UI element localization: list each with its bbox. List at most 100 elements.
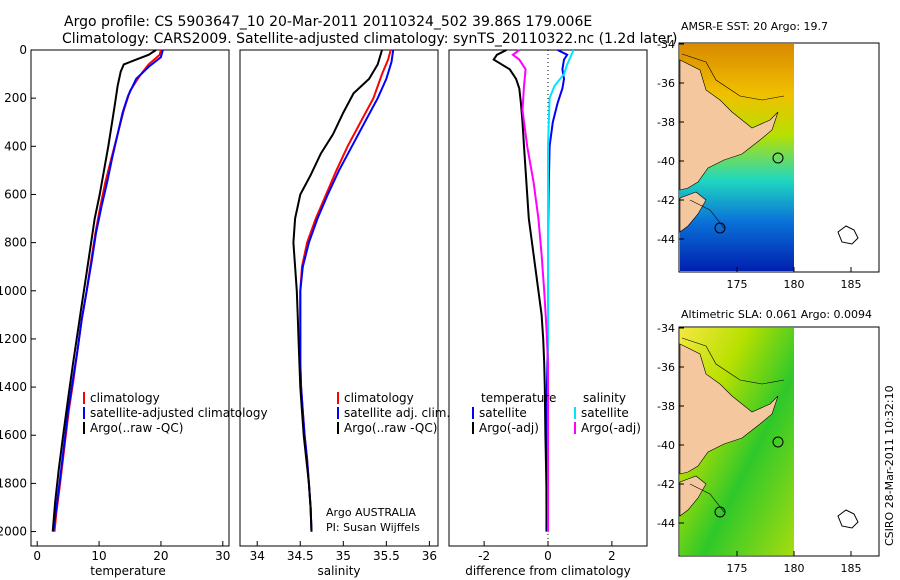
map-x-tick-label: 180 xyxy=(784,278,805,291)
temperature-x-label: temperature xyxy=(90,564,165,578)
temperature-legend: climatology satellite-adjusted climatolo… xyxy=(83,391,268,435)
map-y-tick-label: -38 xyxy=(657,116,675,129)
x-tick-label: 0 xyxy=(33,549,41,563)
difference-legend: temperature satellite Argo(-adj) salinit… xyxy=(472,391,641,435)
salinity-legend: climatology satellite adj. clim. Argo(..… xyxy=(337,391,450,435)
y-tick-label: 1600 xyxy=(0,428,27,442)
x-tick-label: 34.5 xyxy=(287,549,314,563)
series-line-satellite-adjusted-climatology xyxy=(52,49,164,532)
depth-y-ticks: 0 200 400 600 800 1000 1200 1400 1600 1800 2000 xyxy=(0,43,36,539)
series-line-climatology xyxy=(299,49,392,532)
legend-label-climatology: climatology xyxy=(344,391,414,405)
sst-contour xyxy=(681,53,785,229)
map-y-tick-label: -34 xyxy=(657,38,675,51)
x-tick-label: 34 xyxy=(250,549,265,563)
sla-map-title: Altimetric SLA: 0.061 Argo: 0.0094 xyxy=(681,308,872,321)
map-x-tick-label: 185 xyxy=(841,562,862,575)
x-tick-label: 35.5 xyxy=(373,549,400,563)
map-x-tick-label: 175 xyxy=(727,562,748,575)
difference-series-group xyxy=(492,49,575,546)
series-line-temperature-argo-adj- xyxy=(492,49,549,532)
salinity-x-ticks: 34 34.5 35 35.5 36 xyxy=(250,541,437,563)
temperature-axes-frame xyxy=(30,49,230,547)
difference-panel: -2 0 2 difference from climatology tempera… xyxy=(448,49,648,578)
series-line-argo-raw-qc- xyxy=(292,49,383,532)
map-y-tick-label: -40 xyxy=(657,439,675,452)
north-island-land xyxy=(679,59,779,191)
sla-map-panel: Altimetric SLA: 0.061 Argo: 0.0094 -34-3… xyxy=(657,308,880,575)
map-y-tick-label: -34 xyxy=(657,322,675,335)
x-tick-label: 2 xyxy=(608,549,616,563)
argo-credit-line1: Argo AUSTRALIA xyxy=(326,506,416,519)
y-tick-label: 1400 xyxy=(0,380,27,394)
csiro-timestamp: CSIRO 28-Mar-2011 10:32:10 xyxy=(883,385,896,546)
map-y-tick-label: -42 xyxy=(657,194,675,207)
legend-label-sal-argo: Argo(-adj) xyxy=(581,421,641,435)
south-island-land xyxy=(679,475,707,517)
x-tick-label: 10 xyxy=(91,549,106,563)
legend-label-climatology: climatology xyxy=(90,391,160,405)
eddy-marker xyxy=(714,506,726,518)
legend-label-temp-argo: Argo(-adj) xyxy=(479,421,539,435)
map-y-tick-label: -36 xyxy=(657,361,675,374)
series-line-climatology xyxy=(53,49,162,532)
temperature-series-group xyxy=(51,49,164,532)
series-line-satellite-adj-clim- xyxy=(299,49,395,532)
x-tick-label: 0 xyxy=(544,549,552,563)
argo-credit-line2: PI: Susan Wijffels xyxy=(326,521,420,534)
x-tick-label: -2 xyxy=(478,549,490,563)
salinity-axes-frame xyxy=(239,49,439,547)
difference-x-label: difference from climatology xyxy=(465,564,631,578)
figure-title-line1: Argo profile: CS 5903647_10 20-Mar-2011 … xyxy=(64,14,592,30)
map-y-tick-label: -38 xyxy=(657,400,675,413)
y-tick-label: 1200 xyxy=(0,332,27,346)
legend-label-temp-satellite: satellite xyxy=(479,406,527,420)
argo-position-marker xyxy=(772,436,784,448)
map-y-tick-label: -42 xyxy=(657,478,675,491)
salinity-panel: 34 34.5 35 35.5 36 salinity climatology sate… xyxy=(239,49,450,578)
north-island-land xyxy=(679,343,779,475)
legend-title-temperature: temperature xyxy=(481,391,556,405)
temperature-x-ticks: 0 10 20 30 xyxy=(33,541,230,563)
legend-title-salinity: salinity xyxy=(583,391,626,405)
map-y-tick-label: -36 xyxy=(657,77,675,90)
y-tick-label: 1800 xyxy=(0,476,27,490)
legend-label-argo: Argo(..raw -QC) xyxy=(344,421,437,435)
series-line-argo-raw-qc- xyxy=(51,49,157,532)
y-tick-label: 400 xyxy=(4,139,27,153)
temperature-panel: 0 10 20 30 0 200 400 600 800 1000 1200 1400 1600 180… xyxy=(0,43,268,578)
map-x-tick-label: 175 xyxy=(727,278,748,291)
map-y-tick-label: -44 xyxy=(657,517,675,530)
sla-contour xyxy=(681,337,785,513)
salinity-series-group xyxy=(292,49,395,532)
map-x-tick-label: 185 xyxy=(841,278,862,291)
argo-position-marker xyxy=(772,152,784,164)
sst-map-title: AMSR-E SST: 20 Argo: 19.7 xyxy=(681,20,828,33)
south-island-land xyxy=(679,191,707,233)
figure-title-line2: Climatology: CARS2009. Satellite-adjuste… xyxy=(62,31,677,47)
map-y-tick-label: -44 xyxy=(657,233,675,246)
legend-label-argo: Argo(..raw -QC) xyxy=(90,421,183,435)
x-tick-label: 20 xyxy=(153,549,168,563)
y-tick-label: 1000 xyxy=(0,284,27,298)
chatham-island-outline xyxy=(837,509,859,529)
x-tick-label: 30 xyxy=(215,549,230,563)
sst-y-ticks: -34 -36 -38 -40 -42 -44 xyxy=(657,38,684,246)
legend-label-satellite: satellite adj. clim. xyxy=(344,406,450,420)
salinity-x-label: salinity xyxy=(317,564,360,578)
y-tick-label: 600 xyxy=(4,187,27,201)
sla-y-ticks: -34 -36 -38 -40 -42 -44 xyxy=(657,322,684,530)
series-line-salinity-satellite xyxy=(547,49,575,532)
sst-x-ticks: 175 180 185 xyxy=(727,267,862,291)
x-tick-label: 35 xyxy=(336,549,351,563)
y-tick-label: 800 xyxy=(4,236,27,250)
legend-label-sal-satellite: satellite xyxy=(581,406,629,420)
y-tick-label: 2000 xyxy=(0,525,27,539)
legend-label-satellite: satellite-adjusted climatology xyxy=(90,406,268,420)
x-tick-label: 36 xyxy=(422,549,437,563)
difference-x-ticks: -2 0 2 xyxy=(478,541,616,563)
eddy-marker xyxy=(714,222,726,234)
chatham-island-outline xyxy=(837,225,859,245)
map-y-tick-label: -40 xyxy=(657,155,675,168)
